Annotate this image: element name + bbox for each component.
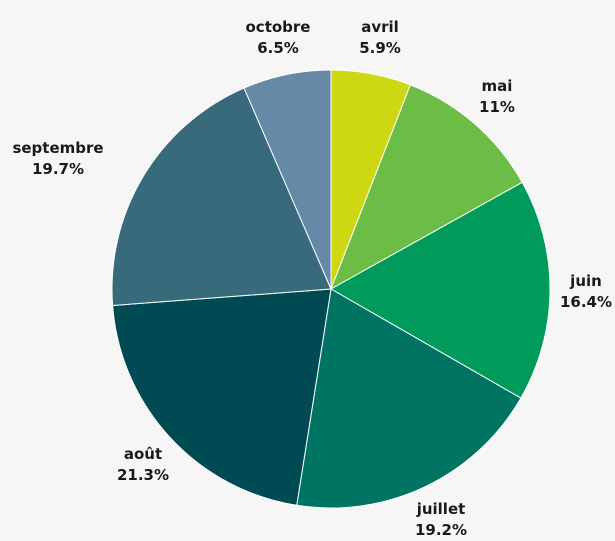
pie-slice-août xyxy=(112,288,332,506)
slice-value-septembre: 19.7% xyxy=(32,160,84,178)
pie-slice-octobre xyxy=(243,69,332,290)
pie-slice-juillet xyxy=(296,288,522,509)
pie-slice-septembre xyxy=(111,87,332,307)
slice-value-août: 21.3% xyxy=(117,466,169,484)
slice-label-septembre: septembre xyxy=(12,139,103,157)
slice-label-juillet: juillet xyxy=(416,500,466,518)
slice-label-août: août xyxy=(124,445,162,463)
pie-labels: avril 5.9% mai 11% juin 16.4% juillet 19.2% août… xyxy=(12,18,612,539)
pie-slice-juin xyxy=(329,181,551,399)
slice-value-juillet: 19.2% xyxy=(415,521,467,539)
slice-value-avril: 5.9% xyxy=(359,39,401,57)
pie-slice-mai xyxy=(330,84,523,291)
slice-label-octobre: octobre xyxy=(246,18,311,36)
slice-label-juin: juin xyxy=(569,272,602,290)
slice-value-juin: 16.4% xyxy=(560,293,612,311)
slice-value-mai: 11% xyxy=(479,98,515,116)
slice-label-avril: avril xyxy=(361,18,399,36)
pie-slices xyxy=(111,69,551,509)
slice-label-mai: mai xyxy=(482,77,513,95)
slice-value-octobre: 6.5% xyxy=(257,39,299,57)
